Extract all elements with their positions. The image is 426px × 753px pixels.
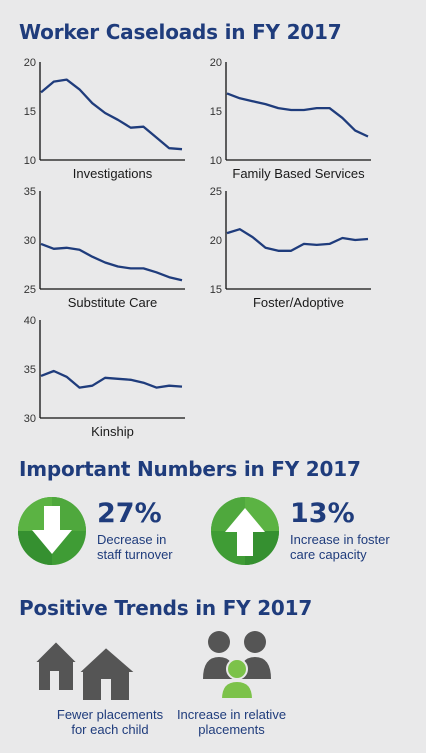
trend-label-line1: Increase in relative [176,707,287,722]
y-tick-label: 10 [24,155,36,167]
stat-desc-line1: Decrease in [97,532,167,547]
y-tick-label: 35 [24,186,36,198]
series-line [40,369,183,389]
chart-investigations: 20 15 10 Investigations [24,57,185,181]
numbers-title: Important Numbers in FY 2017 [19,457,361,481]
y-tick-label: 25 [210,186,222,198]
trend-label-line1: Fewer placements [56,707,164,722]
y-tick-label: 15 [24,106,36,118]
series-line [40,242,183,282]
chart-title: Investigations [73,166,153,181]
chart-title: Substitute Care [68,295,158,310]
y-tick-label: 25 [24,284,36,296]
chart-family-based-services: 20 15 10 Family Based Services [210,57,371,181]
stat-desc-line2: care capacity [290,547,367,562]
y-tick-label: 20 [210,235,222,247]
trend-relative-placements: Increase in relative placements [175,625,375,745]
stat-value: 27% [97,498,162,529]
series-line [226,92,369,138]
caseloads-title: Worker Caseloads in FY 2017 [19,20,342,44]
y-tick-label: 40 [24,315,36,327]
chart-foster-adoptive: 25 20 15 Foster/Adoptive [210,186,371,310]
stat-foster-capacity: 13% Increase in foster care capacity [210,496,420,571]
y-tick-label: 35 [24,364,36,376]
trend-label-line2: placements [198,722,265,737]
people-icon [203,631,271,700]
y-tick-label: 10 [210,155,222,167]
chart-title: Foster/Adoptive [253,295,344,310]
down-arrow-icon [18,497,86,565]
trend-label-line2: for each child [71,722,149,737]
up-arrow-icon [211,497,279,565]
series-line [40,78,183,151]
y-tick-label: 30 [24,413,36,425]
y-tick-label: 20 [210,57,222,69]
series-line [226,228,369,252]
chart-substitute-care: 35 30 25 Substitute Care [24,186,185,310]
chart-title: Family Based Services [232,166,365,181]
houses-icon [31,639,139,702]
stat-value: 13% [290,498,355,529]
y-tick-label: 30 [24,235,36,247]
stat-desc-line1: Increase in foster [290,532,390,547]
stat-desc-line2: staff turnover [97,547,173,562]
stat-staff-turnover: 27% Decrease in staff turnover [17,496,207,571]
y-tick-label: 15 [210,284,222,296]
y-tick-label: 20 [24,57,36,69]
trends-title: Positive Trends in FY 2017 [19,596,313,620]
trend-fewer-placements: Fewer placements for each child [10,625,210,745]
y-tick-label: 15 [210,106,222,118]
chart-kinship: 40 35 30 Kinship [24,315,185,439]
chart-title: Kinship [91,424,134,439]
